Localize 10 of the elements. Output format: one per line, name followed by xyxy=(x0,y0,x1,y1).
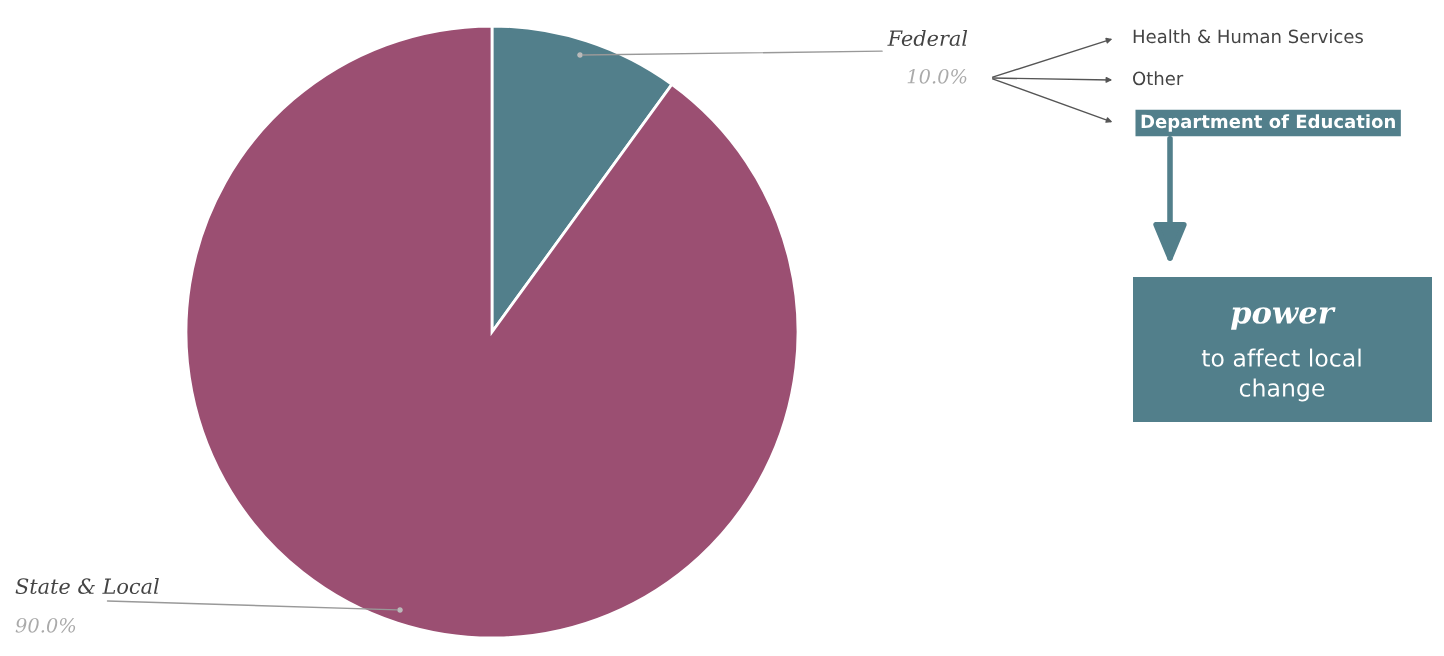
text: power xyxy=(1230,307,1336,330)
data-label: 10.0% xyxy=(907,68,967,84)
data-label: 90.0% xyxy=(15,617,76,633)
slice-label: Federal xyxy=(887,29,968,47)
text: Health & Human Services xyxy=(1133,29,1363,44)
pie-slice xyxy=(184,24,800,640)
text: to affect local change xyxy=(1201,348,1361,402)
text: Other xyxy=(1133,71,1184,86)
slice-label: State & Local xyxy=(15,577,159,595)
text: Department of Education xyxy=(1141,114,1395,132)
